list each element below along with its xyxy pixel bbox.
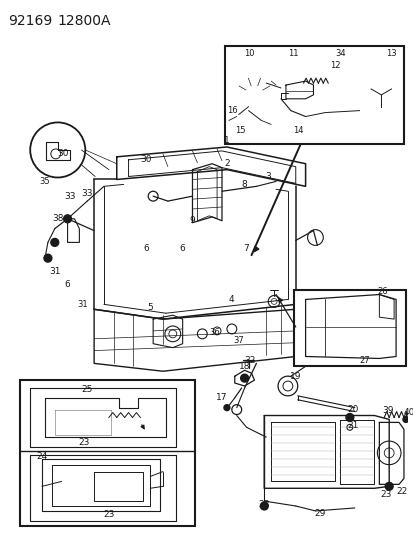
Bar — [293, 289, 405, 366]
Text: 32: 32 — [243, 356, 254, 365]
Text: 23: 23 — [380, 490, 391, 499]
Text: 9: 9 — [189, 216, 195, 225]
Circle shape — [44, 254, 52, 262]
Circle shape — [223, 405, 229, 410]
Text: 21: 21 — [346, 421, 358, 430]
Text: 33: 33 — [81, 189, 93, 198]
Text: 17: 17 — [216, 393, 227, 402]
Text: 7: 7 — [243, 244, 249, 253]
Text: 19: 19 — [290, 372, 301, 381]
Text: 20: 20 — [346, 405, 358, 414]
Text: 6: 6 — [143, 244, 149, 253]
Text: 38: 38 — [52, 214, 63, 223]
Text: 35: 35 — [40, 177, 50, 186]
Bar — [20, 380, 195, 526]
Circle shape — [240, 374, 248, 382]
Text: 29: 29 — [314, 510, 325, 519]
Text: 24: 24 — [36, 453, 47, 462]
Circle shape — [265, 80, 271, 86]
Text: 23: 23 — [78, 438, 90, 447]
Text: 15: 15 — [235, 126, 245, 135]
Text: 3: 3 — [265, 172, 271, 181]
Text: 26: 26 — [376, 287, 387, 296]
Text: 14: 14 — [293, 126, 303, 135]
Circle shape — [51, 238, 59, 246]
Text: 22: 22 — [395, 487, 407, 496]
Text: 23: 23 — [103, 510, 114, 519]
Text: 31: 31 — [49, 268, 60, 277]
Text: 12800A: 12800A — [57, 14, 111, 28]
Text: 5: 5 — [147, 303, 153, 312]
Text: 30: 30 — [57, 149, 68, 158]
Text: 36: 36 — [209, 328, 220, 337]
Text: 39: 39 — [382, 406, 393, 415]
Text: 16: 16 — [227, 106, 237, 115]
Circle shape — [64, 215, 71, 223]
Text: 33: 33 — [64, 192, 75, 201]
Text: 6: 6 — [64, 280, 70, 289]
Text: 12: 12 — [329, 61, 339, 70]
Text: 34: 34 — [335, 49, 346, 58]
Bar — [224, 46, 403, 144]
Circle shape — [260, 502, 268, 510]
Text: 10: 10 — [244, 49, 254, 58]
Text: 31: 31 — [77, 300, 88, 309]
Text: 18: 18 — [238, 362, 250, 371]
Circle shape — [402, 416, 408, 422]
Text: 27: 27 — [358, 356, 369, 365]
Text: 40: 40 — [402, 408, 413, 417]
Text: 2: 2 — [223, 159, 229, 168]
Text: 30: 30 — [140, 155, 152, 164]
Text: 8: 8 — [241, 180, 247, 189]
Text: 4: 4 — [228, 295, 234, 304]
Circle shape — [385, 482, 392, 490]
Text: 13: 13 — [385, 49, 396, 58]
Circle shape — [64, 504, 71, 512]
Circle shape — [233, 114, 239, 119]
Text: 37: 37 — [233, 336, 244, 345]
Text: 25: 25 — [81, 385, 93, 394]
Text: 11: 11 — [288, 49, 298, 58]
Circle shape — [345, 414, 353, 422]
Text: 1: 1 — [223, 135, 229, 144]
Text: 28: 28 — [258, 499, 269, 508]
Text: 6: 6 — [179, 244, 185, 253]
Text: 92169: 92169 — [9, 14, 53, 28]
